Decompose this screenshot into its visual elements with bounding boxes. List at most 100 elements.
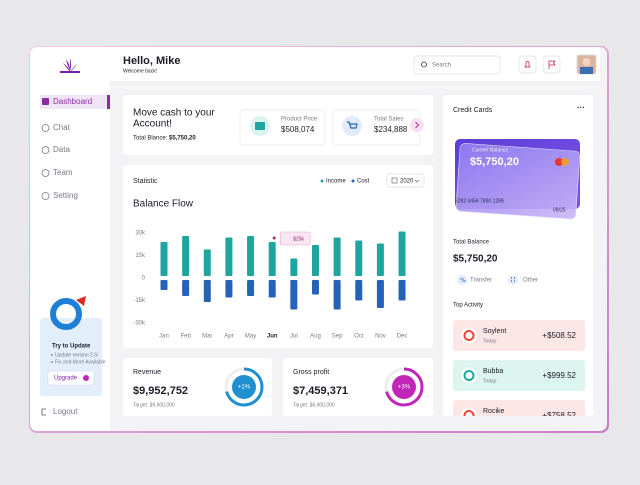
caret (414, 179, 420, 183)
activity-name: Bubba (483, 368, 503, 375)
flag-icon (548, 60, 556, 69)
activity-row[interactable] (453, 360, 585, 391)
cash-title: Account! (133, 119, 172, 130)
y-tick-label: 0 (142, 276, 146, 282)
kpi-change: +3% (398, 385, 411, 391)
y-tick-label: 15k (135, 253, 146, 259)
balance-label: Total Blance: (133, 136, 168, 142)
stat-icon (347, 121, 358, 129)
activity-date: Today (483, 378, 497, 384)
card-balance: $5,750,20 (470, 156, 519, 168)
balance-value: $5,750,20 (169, 136, 196, 142)
bar (290, 280, 298, 310)
nav-icon (41, 169, 50, 177)
calendar-icon (391, 177, 398, 184)
bar (355, 240, 363, 276)
activity-row[interactable] (453, 320, 585, 351)
card-front (455, 143, 581, 220)
y-tick-label: -30k (133, 321, 146, 327)
card-number: 5282 3456 7890 1289 (455, 198, 504, 204)
kpi-target: Target: $9,900,000 (133, 402, 175, 408)
nav-item[interactable]: Dashboard (53, 97, 92, 106)
bar (247, 236, 255, 276)
kpi-value: $7,459,371 (293, 385, 348, 397)
transfer-icon[interactable] (457, 275, 467, 285)
annotation: $25k (293, 236, 304, 242)
search-placeholder: Search (432, 63, 451, 69)
kpi-badge (232, 375, 256, 399)
nav-active (40, 95, 110, 109)
logout-icon (41, 408, 46, 416)
more-menu[interactable]: ··· (577, 103, 585, 112)
bar (182, 280, 190, 296)
bell-button[interactable] (518, 55, 537, 74)
kpis: Revenue $9,952,752 Target: $9,900,000 +1% Gr… (133, 367, 424, 408)
y-tick-label: -15k (133, 298, 146, 304)
greeting-sub: Welcome back! (123, 68, 157, 74)
nav-item[interactable]: Team (53, 168, 73, 177)
bar (203, 249, 211, 276)
bar (398, 280, 406, 301)
next-button[interactable] (410, 118, 424, 132)
nav-icon (41, 124, 50, 132)
nav-item[interactable]: Data (53, 145, 70, 154)
year: 2020 (400, 179, 414, 185)
activity-title: Top Activity (453, 303, 483, 309)
bar (311, 280, 319, 295)
x-tick-label: Sep (332, 334, 343, 340)
action-label: Other (523, 278, 538, 284)
bullet (51, 354, 53, 356)
bar (203, 280, 211, 302)
statistic-title: Statistic (133, 178, 158, 185)
total-value: $5,750,20 (453, 254, 498, 265)
other-glyph (511, 277, 515, 282)
bell-icon (524, 61, 531, 68)
update-bullet: Update version 2.5i (55, 352, 98, 358)
update-title: Try to Update (52, 344, 91, 350)
bar (398, 231, 406, 276)
logout[interactable]: Logout (53, 407, 78, 416)
search-icon (421, 61, 427, 68)
x-tick-label: Aug (310, 334, 321, 340)
kpi-ring (224, 367, 264, 407)
bar (160, 280, 168, 290)
stat-label: Product Price (281, 117, 318, 123)
activity-name: Soylent (483, 328, 506, 335)
avatar-face (582, 58, 591, 66)
cash-title: Move cash to your (133, 108, 215, 119)
year-select[interactable] (386, 173, 425, 188)
activity-amount: +$999.52 (542, 371, 576, 380)
activity-logo (463, 370, 475, 381)
nav-icon (42, 98, 49, 105)
upgrade-button[interactable] (47, 370, 95, 386)
upgrade-icon (83, 375, 89, 381)
bar (225, 280, 233, 298)
bar (268, 242, 276, 276)
nav-icon (41, 146, 50, 154)
nav-item[interactable]: Setting (53, 191, 78, 200)
bar (160, 242, 168, 276)
card-expiry: 09/25 (553, 207, 566, 213)
x-tick-label: Jan (159, 334, 169, 340)
other-icon[interactable] (508, 275, 518, 285)
x-tick-label: Nov (375, 334, 386, 340)
bar (225, 237, 233, 276)
legend-label: Income (326, 179, 346, 185)
bar (247, 280, 255, 296)
chart-title: Balance Flow (133, 199, 194, 210)
upgrade-label: Upgrade (54, 376, 78, 382)
bar (376, 280, 384, 308)
mc-left (555, 158, 563, 166)
nav-item[interactable]: Chat (53, 123, 71, 132)
update-bullet: Fix and More Available (55, 359, 106, 365)
activity-amount: +$758.52 (542, 411, 576, 420)
search-box[interactable] (413, 55, 501, 75)
kpi-label: Gross profit (293, 369, 329, 376)
logo (60, 58, 80, 73)
mc-right (561, 158, 569, 166)
activity-icon (461, 327, 477, 344)
flag-button[interactable] (542, 55, 561, 74)
x-tick-label: Apr (224, 334, 233, 340)
nav-active-bar (107, 95, 110, 109)
activity-icon (461, 367, 477, 384)
